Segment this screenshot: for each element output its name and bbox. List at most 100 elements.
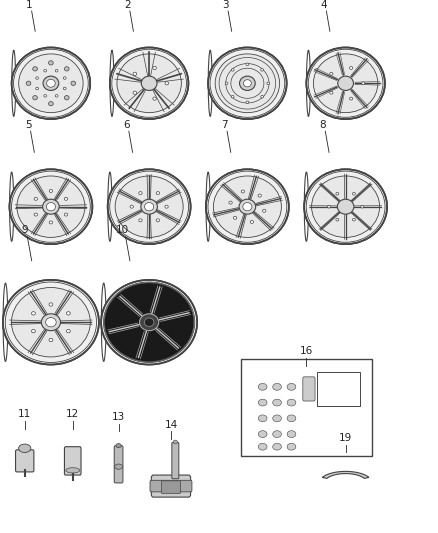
Ellipse shape [273, 415, 282, 422]
Ellipse shape [110, 287, 188, 357]
Text: 5: 5 [25, 120, 32, 130]
Ellipse shape [115, 176, 183, 237]
Ellipse shape [64, 95, 69, 100]
Ellipse shape [117, 54, 181, 112]
Ellipse shape [10, 169, 92, 244]
FancyBboxPatch shape [64, 447, 81, 475]
Ellipse shape [243, 203, 252, 211]
Ellipse shape [156, 191, 159, 195]
Ellipse shape [246, 63, 249, 66]
Polygon shape [322, 471, 369, 479]
Ellipse shape [3, 280, 99, 365]
Ellipse shape [46, 79, 55, 87]
Ellipse shape [267, 82, 269, 85]
Ellipse shape [12, 47, 90, 119]
Ellipse shape [67, 329, 70, 333]
Ellipse shape [110, 47, 188, 119]
Ellipse shape [66, 468, 80, 473]
Ellipse shape [330, 72, 333, 75]
Ellipse shape [311, 176, 380, 237]
Ellipse shape [229, 201, 232, 204]
Ellipse shape [336, 192, 339, 195]
Text: 2: 2 [124, 1, 131, 10]
Ellipse shape [244, 80, 251, 87]
Ellipse shape [246, 101, 249, 103]
Ellipse shape [33, 67, 37, 71]
Text: 11: 11 [18, 409, 32, 419]
Text: 10: 10 [116, 225, 129, 235]
Text: 4: 4 [321, 1, 327, 10]
Ellipse shape [64, 87, 66, 90]
Ellipse shape [304, 169, 387, 244]
FancyBboxPatch shape [172, 442, 179, 479]
Ellipse shape [44, 94, 46, 97]
Ellipse shape [140, 314, 159, 330]
FancyBboxPatch shape [15, 450, 34, 472]
Ellipse shape [49, 61, 53, 65]
Ellipse shape [49, 221, 53, 224]
Ellipse shape [362, 82, 365, 85]
Ellipse shape [71, 81, 76, 85]
Ellipse shape [36, 77, 39, 79]
FancyBboxPatch shape [161, 481, 180, 494]
Ellipse shape [145, 203, 154, 211]
Ellipse shape [43, 76, 59, 91]
Ellipse shape [156, 219, 159, 222]
Ellipse shape [55, 94, 58, 97]
Text: 16: 16 [300, 346, 313, 357]
Ellipse shape [165, 82, 169, 85]
Ellipse shape [17, 176, 85, 237]
Ellipse shape [115, 464, 123, 469]
Ellipse shape [105, 283, 194, 361]
Ellipse shape [141, 76, 157, 91]
Ellipse shape [64, 197, 67, 200]
FancyBboxPatch shape [114, 446, 123, 483]
Ellipse shape [239, 199, 256, 214]
Ellipse shape [261, 69, 264, 71]
Ellipse shape [19, 54, 83, 112]
Ellipse shape [165, 205, 168, 208]
Ellipse shape [314, 54, 378, 112]
Text: 7: 7 [221, 120, 228, 130]
Ellipse shape [34, 197, 38, 200]
Ellipse shape [306, 47, 385, 119]
Ellipse shape [330, 91, 333, 94]
Ellipse shape [350, 67, 353, 69]
Ellipse shape [108, 169, 191, 244]
Ellipse shape [141, 199, 157, 214]
Ellipse shape [261, 95, 264, 98]
Ellipse shape [273, 443, 282, 450]
Ellipse shape [287, 383, 296, 390]
Ellipse shape [273, 431, 282, 438]
Ellipse shape [33, 95, 37, 100]
Ellipse shape [42, 199, 59, 214]
Ellipse shape [336, 219, 339, 221]
FancyBboxPatch shape [303, 377, 315, 401]
Ellipse shape [32, 329, 35, 333]
Ellipse shape [241, 190, 244, 193]
Ellipse shape [258, 443, 267, 450]
Ellipse shape [258, 399, 267, 406]
Ellipse shape [101, 280, 197, 365]
Text: 6: 6 [123, 120, 130, 130]
Ellipse shape [64, 67, 69, 71]
Ellipse shape [287, 399, 296, 406]
Ellipse shape [258, 415, 267, 422]
Ellipse shape [240, 76, 255, 91]
Ellipse shape [273, 383, 282, 390]
Text: 12: 12 [66, 409, 79, 419]
Ellipse shape [133, 91, 137, 94]
Ellipse shape [64, 77, 66, 79]
Ellipse shape [262, 209, 266, 212]
Ellipse shape [173, 440, 177, 444]
Ellipse shape [116, 443, 121, 448]
Text: 1: 1 [26, 1, 32, 10]
Ellipse shape [139, 219, 142, 222]
Ellipse shape [41, 314, 60, 330]
Text: 3: 3 [223, 1, 229, 10]
Ellipse shape [49, 102, 53, 106]
Ellipse shape [225, 82, 228, 85]
Ellipse shape [46, 203, 56, 211]
Ellipse shape [250, 220, 254, 223]
Ellipse shape [258, 431, 267, 438]
